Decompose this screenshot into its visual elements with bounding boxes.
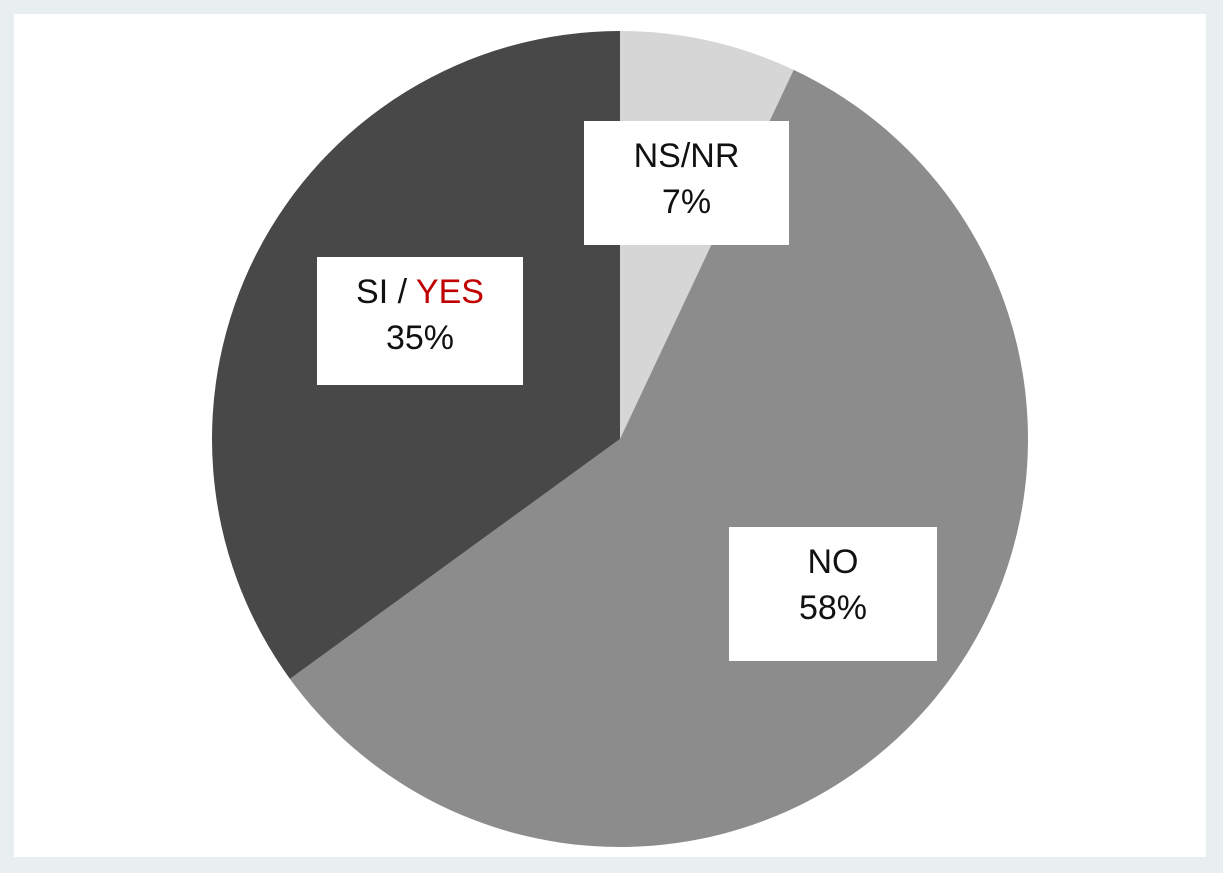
data-label-no: NO 58% xyxy=(729,527,937,661)
data-label-yes-value: 35% xyxy=(385,319,455,357)
data-label-nsnr-name: NS/NR xyxy=(633,137,740,175)
data-label-no-value: 58% xyxy=(798,589,868,627)
data-label-no-name: NO xyxy=(807,543,859,581)
data-label-yes-separator: / xyxy=(388,273,416,311)
data-label-yes-si: SI xyxy=(356,273,389,311)
data-label-nsnr-value: 7% xyxy=(661,183,712,221)
data-label-yes: SI / YES 35% xyxy=(317,257,523,385)
data-label-yes-name: SI / YES xyxy=(317,269,523,315)
data-label-nsnr: NS/NR 7% xyxy=(584,121,789,245)
data-label-yes-english: YES xyxy=(415,273,484,311)
chart-frame: NS/NR 7% SI / YES 35% NO 58% xyxy=(14,14,1206,857)
